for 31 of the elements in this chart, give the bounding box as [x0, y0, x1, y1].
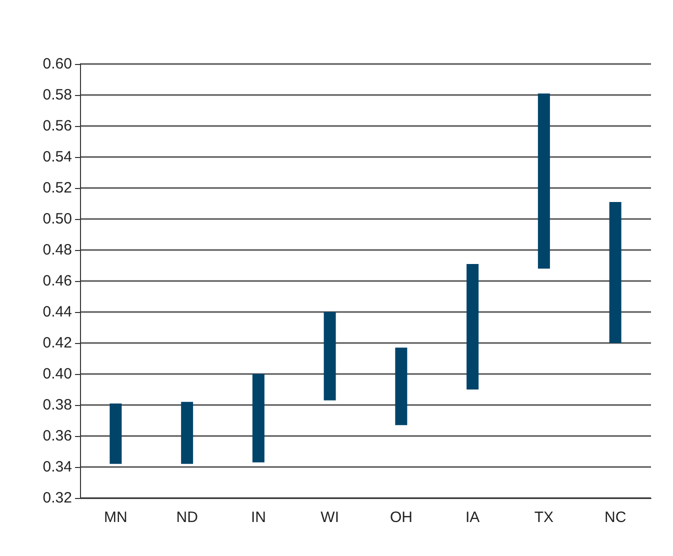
x-tick-label: WI [320, 509, 339, 526]
x-tick-label: ND [176, 509, 198, 526]
bar [466, 264, 479, 390]
x-tick-label: IN [250, 509, 266, 526]
bar [538, 93, 550, 269]
bar [110, 403, 122, 464]
y-tick-label: 0.56 [42, 118, 72, 134]
bar [252, 374, 264, 462]
x-tick-label: IA [465, 509, 480, 526]
y-tick-label: 0.54 [42, 148, 72, 166]
y-tick-label: 0.48 [42, 242, 72, 258]
y-tick-label: 0.38 [42, 396, 72, 414]
y-tick-label: 0.44 [42, 304, 72, 320]
x-tick-label: NC [604, 509, 626, 526]
bar [395, 348, 408, 426]
x-tick-label: OH [390, 509, 412, 526]
y-tick-label: 0.34 [42, 458, 72, 476]
y-tick-label: 0.46 [42, 272, 72, 290]
y-tick-label: 0.32 [42, 490, 72, 506]
x-tick-label: MN [104, 509, 128, 526]
bar [181, 402, 194, 464]
bar [324, 312, 336, 400]
y-tick-label: 0.58 [42, 86, 72, 104]
y-tick-label: 0.60 [42, 56, 72, 72]
y-tick-label: 0.50 [42, 210, 72, 228]
y-tick-label: 0.42 [42, 334, 72, 352]
y-tick-label: 0.40 [42, 366, 72, 382]
bar [609, 202, 622, 343]
y-tick-label: 0.36 [42, 428, 72, 444]
y-tick-label: 0.52 [42, 180, 72, 196]
x-tick-label: TX [534, 509, 554, 526]
